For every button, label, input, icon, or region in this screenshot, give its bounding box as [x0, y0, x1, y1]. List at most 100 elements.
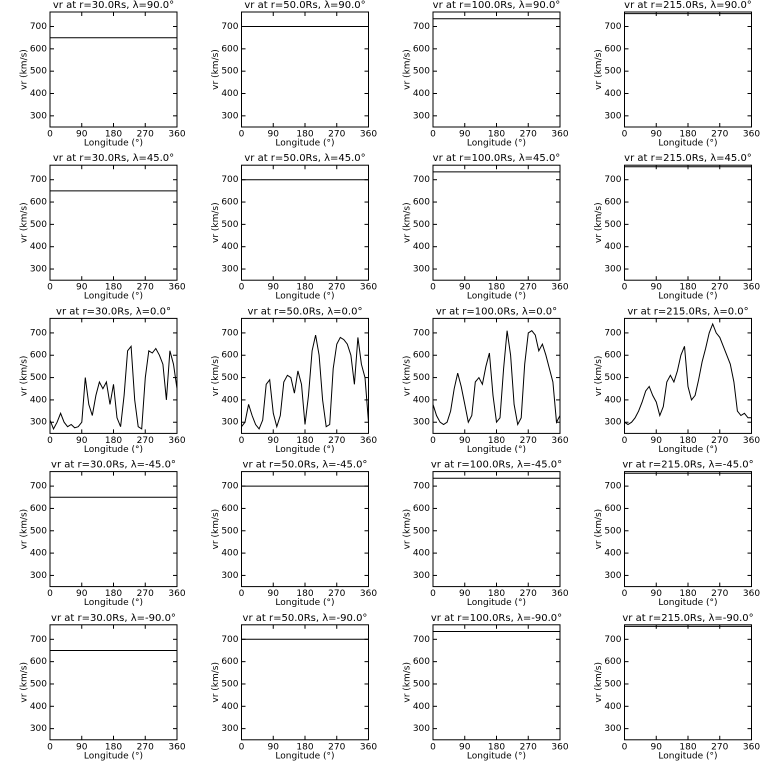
y-tick-label: 700 [30, 328, 47, 338]
panel-title: vr at r=30.0Rs, λ=-90.0° [51, 613, 176, 624]
y-tick-label: 400 [221, 395, 238, 405]
x-tick-label: 270 [137, 283, 154, 293]
x-tick-label: 0 [47, 589, 53, 599]
x-tick-label: 90 [459, 589, 471, 599]
x-tick-label: 180 [488, 436, 505, 446]
x-tick-label: 0 [239, 130, 245, 140]
x-axis-label: Longitude (°) [658, 751, 717, 761]
y-tick-label: 300 [221, 571, 238, 581]
y-tick-label: 300 [604, 724, 621, 734]
x-tick-label: 0 [622, 130, 628, 140]
x-tick-label: 270 [520, 742, 537, 752]
x-tick-label: 0 [239, 742, 245, 752]
y-tick-label: 600 [604, 657, 621, 667]
panel-title: vr at r=215.0Rs, λ=-45.0° [622, 460, 753, 471]
x-axis-label: Longitude (°) [658, 598, 717, 608]
x-tick-label: 360 [360, 589, 377, 599]
data-line [241, 334, 369, 430]
x-tick-label: 270 [137, 436, 154, 446]
y-axis-label: vr (km/s) [403, 662, 413, 703]
y-tick-label: 400 [604, 549, 621, 559]
x-tick-label: 90 [651, 742, 663, 752]
y-axis-label: vr (km/s) [211, 49, 221, 90]
y-tick-label: 400 [413, 549, 430, 559]
panel: vr at r=215.0Rs, λ=0.0° 0 90 180 270 360 300 40… [594, 306, 760, 455]
y-tick-label: 400 [221, 89, 238, 99]
x-tick-label: 360 [360, 283, 377, 293]
x-tick-label: 360 [168, 436, 185, 446]
y-tick-label: 700 [221, 328, 238, 338]
x-tick-label: 360 [551, 589, 568, 599]
panel: vr at r=215.0Rs, λ=-90.0° 0 90 180 270 360 300… [594, 613, 760, 762]
y-axis-label: vr (km/s) [20, 509, 30, 550]
y-tick-label: 500 [604, 67, 621, 77]
y-tick-label: 700 [604, 175, 621, 185]
y-tick-label: 400 [413, 89, 430, 99]
y-tick-label: 400 [30, 89, 47, 99]
x-tick-label: 360 [168, 130, 185, 140]
y-tick-label: 600 [30, 351, 47, 361]
y-tick-label: 400 [30, 549, 47, 559]
y-tick-label: 400 [221, 549, 238, 559]
x-tick-label: 0 [622, 742, 628, 752]
x-tick-label: 90 [76, 130, 88, 140]
x-tick-label: 0 [622, 436, 628, 446]
x-tick-label: 360 [551, 742, 568, 752]
y-tick-label: 700 [413, 175, 430, 185]
y-tick-label: 400 [30, 395, 47, 405]
y-tick-label: 700 [413, 635, 430, 645]
panel-title: vr at r=100.0Rs, λ=0.0° [436, 306, 557, 317]
y-axis-label: vr (km/s) [594, 356, 604, 397]
y-tick-label: 700 [604, 482, 621, 492]
panel-title: vr at r=50.0Rs, λ=-90.0° [243, 613, 368, 624]
y-tick-label: 700 [604, 635, 621, 645]
y-tick-label: 500 [604, 679, 621, 689]
x-axis-label: Longitude (°) [658, 139, 717, 149]
y-tick-label: 700 [30, 175, 47, 185]
y-tick-label: 600 [413, 657, 430, 667]
y-tick-label: 300 [221, 265, 238, 275]
x-axis-label: Longitude (°) [275, 139, 334, 149]
x-tick-label: 0 [430, 742, 436, 752]
y-tick-label: 400 [221, 242, 238, 252]
x-tick-label: 270 [711, 589, 728, 599]
x-tick-label: 270 [520, 130, 537, 140]
panel: vr at r=100.0Rs, λ=-45.0° 0 90 180 270 360 300… [403, 460, 569, 608]
x-tick-label: 180 [105, 589, 122, 599]
y-axis-label: vr (km/s) [594, 662, 604, 703]
x-axis-label: Longitude (°) [658, 292, 717, 302]
panel-title: vr at r=215.0Rs, λ=90.0° [624, 0, 752, 11]
panel: vr at r=50.0Rs, λ=-45.0° 0 90 180 270 360 300 4… [211, 460, 377, 608]
x-tick-label: 270 [328, 589, 345, 599]
panel-title: vr at r=215.0Rs, λ=0.0° [627, 306, 748, 317]
x-axis-label: Longitude (°) [84, 751, 143, 761]
panel-title: vr at r=100.0Rs, λ=-90.0° [431, 613, 562, 624]
y-tick-label: 500 [221, 679, 238, 689]
x-tick-label: 360 [551, 436, 568, 446]
y-tick-label: 500 [413, 220, 430, 230]
panel-title: vr at r=215.0Rs, λ=45.0° [624, 153, 752, 164]
y-axis-label: vr (km/s) [403, 49, 413, 90]
y-tick-label: 400 [221, 702, 238, 712]
y-tick-label: 500 [221, 526, 238, 536]
x-tick-label: 0 [239, 589, 245, 599]
y-tick-label: 300 [604, 418, 621, 428]
y-tick-label: 700 [30, 22, 47, 32]
y-tick-label: 600 [413, 504, 430, 514]
panel-title: vr at r=30.0Rs, λ=45.0° [53, 153, 174, 164]
panel-title: vr at r=30.0Rs, λ=90.0° [53, 0, 174, 11]
x-tick-label: 0 [430, 589, 436, 599]
x-tick-label: 90 [268, 436, 280, 446]
y-tick-label: 700 [30, 635, 47, 645]
y-tick-label: 400 [604, 395, 621, 405]
y-axis-label: vr (km/s) [594, 202, 604, 243]
x-axis-label: Longitude (°) [275, 598, 334, 608]
panel-title: vr at r=50.0Rs, λ=0.0° [248, 306, 363, 317]
y-tick-label: 600 [413, 44, 430, 54]
y-tick-label: 400 [604, 89, 621, 99]
y-axis-label: vr (km/s) [403, 356, 413, 397]
x-tick-label: 270 [328, 283, 345, 293]
x-tick-label: 360 [360, 436, 377, 446]
